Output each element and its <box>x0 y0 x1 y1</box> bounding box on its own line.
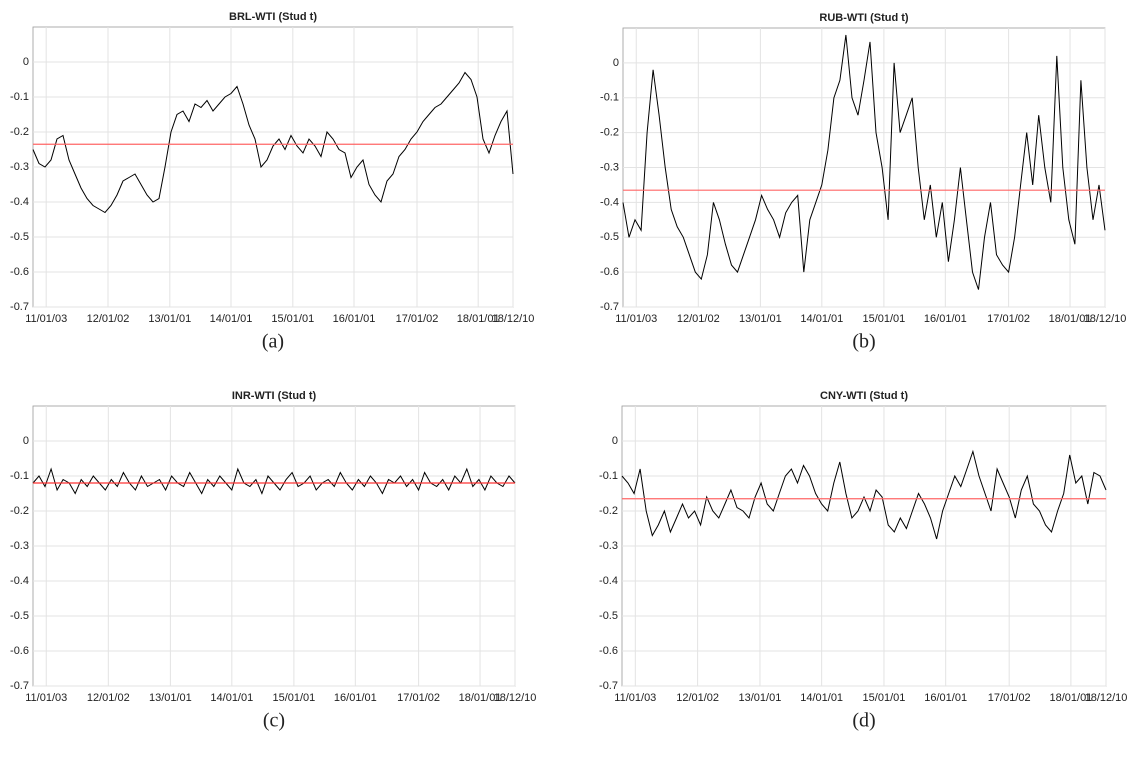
x-tick-label: 14/01/01 <box>800 692 843 704</box>
x-tick-label: 12/01/02 <box>87 313 130 325</box>
y-tick-label: 0 <box>612 435 618 447</box>
y-tick-label: -0.1 <box>10 91 29 103</box>
x-tick-label: 18/12/10 <box>1084 313 1127 325</box>
x-tick-label: 14/01/01 <box>210 692 253 704</box>
x-tick-label: 16/01/01 <box>333 313 376 325</box>
x-tick-label: 18/01/01 <box>459 692 502 704</box>
x-tick-label: 14/01/01 <box>800 313 843 325</box>
y-tick-label: -0.4 <box>10 575 29 587</box>
caption: (a) <box>262 331 284 353</box>
y-tick-label: -0.3 <box>10 161 29 173</box>
x-tick-label: 15/01/01 <box>863 692 906 704</box>
series-line <box>32 71 514 214</box>
x-tick-label: 12/01/02 <box>87 692 130 704</box>
y-tick-label: -0.2 <box>10 505 29 517</box>
y-tick-label: -0.5 <box>10 231 29 243</box>
x-tick-label: 11/01/03 <box>25 313 67 325</box>
y-tick-label: -0.5 <box>599 610 618 622</box>
y-tick-label: -0.3 <box>599 540 618 552</box>
x-tick-label: 11/01/03 <box>615 313 657 325</box>
y-tick-label: -0.4 <box>599 575 618 587</box>
y-tick-label: -0.5 <box>10 610 29 622</box>
x-tick-label: 15/01/01 <box>272 692 315 704</box>
y-tick-label: -0.6 <box>600 266 619 278</box>
y-tick-label: -0.6 <box>10 645 29 657</box>
y-tick-label: -0.2 <box>10 126 29 138</box>
x-tick-label: 17/01/02 <box>987 313 1030 325</box>
y-tick-label: -0.5 <box>600 231 619 243</box>
y-tick-label: -0.4 <box>600 196 619 208</box>
x-tick-label: 18/01/01 <box>1049 692 1092 704</box>
x-tick-label: 18/12/10 <box>1085 692 1128 704</box>
x-tick-label: 13/01/01 <box>739 692 782 704</box>
x-tick-label: 18/01/01 <box>457 313 500 325</box>
x-tick-label: 18/12/10 <box>494 692 537 704</box>
y-tick-label: -0.7 <box>600 301 619 313</box>
chart-title: BRL-WTI (Stud t) <box>229 11 317 23</box>
x-tick-label: 13/01/01 <box>148 313 191 325</box>
x-tick-label: 14/01/01 <box>210 313 253 325</box>
x-tick-label: 17/01/02 <box>396 313 439 325</box>
x-tick-label: 13/01/01 <box>739 313 782 325</box>
y-tick-label: -0.1 <box>599 470 618 482</box>
y-tick-label: -0.1 <box>10 470 29 482</box>
x-tick-label: 11/01/03 <box>25 692 67 704</box>
caption: (b) <box>852 331 875 353</box>
x-tick-label: 17/01/02 <box>397 692 440 704</box>
x-tick-label: 16/01/01 <box>334 692 377 704</box>
chart-title: RUB-WTI (Stud t) <box>819 12 909 24</box>
x-tick-label: 15/01/01 <box>271 313 314 325</box>
y-tick-label: -0.7 <box>10 301 29 313</box>
y-tick-label: -0.7 <box>10 680 29 692</box>
x-tick-label: 12/01/02 <box>676 692 719 704</box>
y-tick-label: -0.1 <box>600 92 619 104</box>
y-tick-label: -0.2 <box>599 505 618 517</box>
caption: (c) <box>263 710 285 732</box>
y-tick-label: -0.4 <box>10 196 29 208</box>
caption: (d) <box>852 710 875 732</box>
y-tick-label: -0.3 <box>10 540 29 552</box>
y-tick-label: -0.6 <box>10 266 29 278</box>
y-tick-label: 0 <box>23 56 29 68</box>
x-tick-label: 13/01/01 <box>149 692 192 704</box>
x-tick-label: 11/01/03 <box>614 692 656 704</box>
x-tick-label: 18/01/01 <box>1049 313 1092 325</box>
y-tick-label: -0.3 <box>600 161 619 173</box>
y-tick-label: 0 <box>23 435 29 447</box>
x-tick-label: 12/01/02 <box>677 313 720 325</box>
x-tick-label: 16/01/01 <box>924 313 967 325</box>
chart-title: INR-WTI (Stud t) <box>232 390 317 402</box>
series-line <box>621 449 1107 540</box>
x-tick-label: 17/01/02 <box>988 692 1031 704</box>
x-tick-label: 16/01/01 <box>924 692 967 704</box>
x-tick-label: 15/01/01 <box>862 313 905 325</box>
y-tick-label: -0.6 <box>599 645 618 657</box>
chart-title: CNY-WTI (Stud t) <box>820 390 908 402</box>
y-tick-label: -0.2 <box>600 127 619 139</box>
y-tick-label: 0 <box>613 57 619 69</box>
x-tick-label: 18/12/10 <box>492 313 535 325</box>
series-line <box>622 34 1106 290</box>
y-tick-label: -0.7 <box>599 680 618 692</box>
